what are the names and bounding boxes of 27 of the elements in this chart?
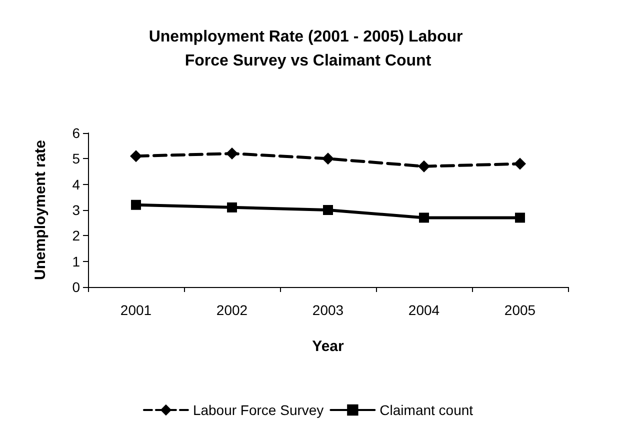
y-tick-label: 6 xyxy=(72,125,80,141)
y-tick-label: 4 xyxy=(72,176,80,192)
y-axis-title: Unemployment rate xyxy=(32,140,49,280)
legend-label: Labour Force Survey xyxy=(192,402,324,418)
y-tick-label: 1 xyxy=(72,253,80,270)
point xyxy=(418,160,430,172)
point xyxy=(130,150,142,162)
point xyxy=(322,152,334,165)
y-tick-label: 2 xyxy=(72,228,80,244)
y-tick-label: 3 xyxy=(72,202,80,218)
x-tick-label: 2005 xyxy=(504,302,536,318)
y-tick-label: 5 xyxy=(72,150,80,167)
point xyxy=(323,205,333,215)
point xyxy=(514,158,526,170)
legend-label: Claimant count xyxy=(380,402,474,418)
point xyxy=(419,212,429,223)
x-tick-label: 2001 xyxy=(120,302,152,318)
x-axis-title: Year xyxy=(312,338,344,355)
x-tick-label: 2003 xyxy=(312,302,344,318)
x-tick-label: 2002 xyxy=(216,302,248,318)
point xyxy=(227,202,237,212)
x-tick-label: 2004 xyxy=(408,302,440,318)
y-tick-label: 0 xyxy=(72,279,80,295)
point xyxy=(131,200,141,210)
point xyxy=(515,212,525,223)
point xyxy=(226,148,238,160)
chart-title: Unemployment Rate (2001 - 2005) Labour Force Survey vs Claimant Count xyxy=(148,28,468,70)
